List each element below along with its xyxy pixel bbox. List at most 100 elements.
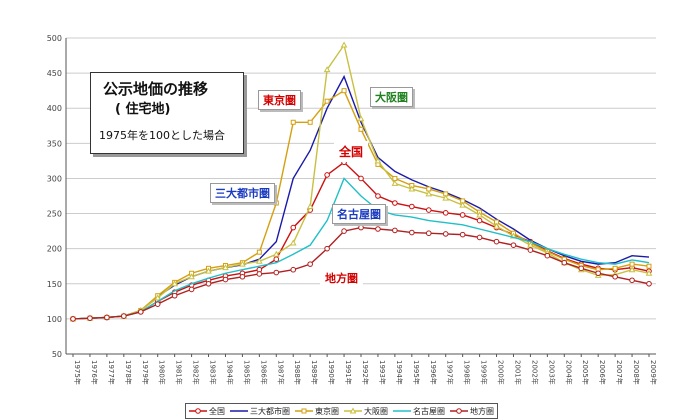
x-tick-label: 1984年 (225, 360, 234, 385)
series-地方圏 (70, 224, 652, 322)
y-tick-label: 50 (52, 350, 62, 359)
data-point (459, 231, 466, 238)
x-tick-label: 1986年 (259, 360, 268, 385)
x-tick-label: 1987年 (276, 360, 285, 385)
data-point (239, 260, 246, 267)
data-point (476, 211, 483, 218)
y-tick-label: 450 (47, 69, 62, 78)
data-point (510, 242, 517, 248)
legend-item: 名古屋圏 (393, 406, 445, 417)
data-point (289, 239, 297, 246)
x-tick-label: 2003年 (547, 360, 556, 385)
legend-label: 地方圏 (470, 406, 494, 416)
data-point (493, 222, 500, 229)
legend-label: 全国 (209, 406, 225, 416)
x-tick-label: 1990年 (327, 360, 336, 385)
y-tick-label: 150 (47, 280, 62, 289)
series-line (72, 177, 650, 320)
data-point (561, 259, 568, 266)
callout-nagoya: 名古屋圏 (332, 204, 386, 224)
data-point (375, 226, 381, 232)
data-point (476, 217, 483, 224)
data-point (392, 200, 398, 206)
data-point (578, 265, 585, 272)
x-tick-label: 1991年 (344, 360, 353, 385)
x-tick-label: 2005年 (581, 360, 590, 385)
data-point (272, 250, 280, 257)
data-point (459, 212, 466, 218)
callout-sandai: 三大都市圏 (210, 183, 275, 203)
data-point (307, 261, 313, 267)
data-point (340, 41, 348, 48)
data-point (646, 263, 652, 269)
data-point (476, 234, 483, 241)
callout-osaka: 大阪圏 (370, 87, 413, 107)
data-point (409, 229, 415, 236)
x-tick-label: 1989年 (310, 360, 319, 385)
data-point (358, 175, 364, 182)
x-tick-label: 1985年 (242, 360, 251, 385)
data-point (273, 200, 279, 206)
x-tick-label: 1982年 (192, 360, 201, 385)
data-point (442, 231, 449, 237)
x-tick-label: 1992年 (361, 360, 370, 385)
data-point (646, 280, 652, 287)
data-point (358, 126, 364, 132)
data-point (357, 115, 365, 122)
data-point (527, 247, 534, 253)
data-point (358, 224, 364, 231)
data-point (544, 252, 551, 259)
data-point (442, 210, 449, 216)
x-tick-label: 1993年 (378, 360, 387, 385)
data-point (425, 190, 433, 197)
data-point (408, 185, 416, 192)
legend-item: 全国 (189, 406, 225, 417)
data-point (392, 227, 398, 234)
data-point (409, 203, 415, 210)
data-point (459, 201, 466, 208)
legend-item: 東京圏 (295, 406, 339, 417)
x-tick-label: 1996年 (429, 360, 438, 385)
y-tick-label: 100 (47, 315, 62, 324)
legend-label: 東京圏 (315, 406, 339, 416)
y-tick-labels: 50 100 150 200 250 300 350 400 450 500 (47, 34, 62, 359)
data-point (121, 313, 127, 319)
x-tick-label: 1999年 (480, 360, 489, 385)
x-tick-label: 1995年 (412, 360, 421, 385)
x-tick-label: 1994年 (395, 360, 404, 385)
data-point (324, 245, 330, 252)
data-point (341, 88, 347, 94)
x-tick-label: 2009年 (649, 360, 658, 385)
data-point (171, 292, 178, 299)
data-point (290, 224, 297, 231)
data-point (273, 256, 280, 263)
chart-title-box: 公示地価の推移 ( 住宅地) 1975年を100とした場合 (90, 72, 244, 154)
data-point (628, 266, 636, 273)
legend-item: 三大都市圏 (230, 406, 290, 417)
data-point (629, 277, 635, 284)
data-point (70, 316, 76, 322)
x-tick-label: 2000年 (497, 360, 506, 385)
legend-swatch (393, 410, 411, 412)
data-point (527, 241, 534, 248)
x-tick-label: 2008年 (632, 360, 641, 385)
x-tick-label: 1978年 (124, 360, 133, 385)
x-tick-label: 1975年 (73, 360, 82, 385)
data-point (239, 273, 246, 280)
x-tick-label: 2002年 (530, 360, 539, 385)
data-point (391, 179, 399, 186)
data-point (612, 273, 618, 280)
data-point (595, 270, 601, 277)
y-tick-label: 400 (47, 104, 62, 113)
data-point (104, 314, 110, 321)
data-point (273, 269, 280, 276)
data-point (374, 157, 382, 164)
x-tick-label: 1981年 (175, 360, 184, 385)
data-point (188, 286, 195, 293)
data-point (324, 98, 330, 104)
x-tick-label: 2001年 (513, 360, 522, 385)
y-tick-label: 350 (47, 139, 62, 148)
data-point (349, 407, 357, 414)
series-名古屋圏 (72, 177, 650, 320)
x-tick-labels: 1975年 1976年 1977年 1978年 1979年 1980年 1981年 1982年… (73, 360, 658, 385)
